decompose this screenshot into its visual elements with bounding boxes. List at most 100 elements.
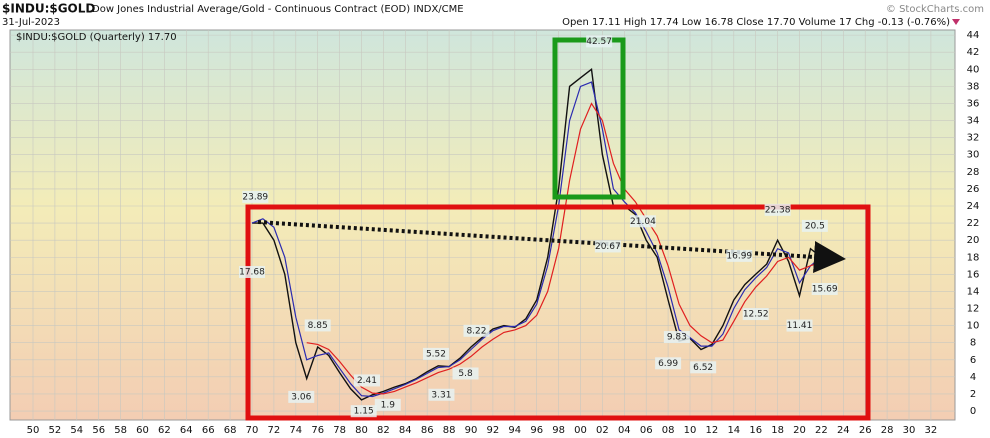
x-tick-label: 96 bbox=[530, 425, 543, 436]
plot-area bbox=[9, 29, 956, 421]
x-tick-label: 50 bbox=[27, 425, 40, 436]
annotation: 9.83 bbox=[667, 333, 687, 343]
y-tick-label: 10 bbox=[967, 321, 980, 332]
x-tick-label: 60 bbox=[136, 425, 149, 436]
x-tick-label: 58 bbox=[114, 425, 127, 436]
x-tick-label: 10 bbox=[684, 425, 697, 436]
annotation: 8.85 bbox=[308, 321, 328, 331]
y-tick-label: 16 bbox=[967, 269, 980, 280]
x-tick-label: 66 bbox=[202, 425, 215, 436]
annotation: 15.69 bbox=[812, 284, 838, 294]
y-tick-label: 12 bbox=[967, 304, 980, 315]
description: Dow Jones Industrial Average/Gold - Cont… bbox=[92, 4, 464, 15]
y-tick-label: 28 bbox=[967, 167, 980, 178]
x-tick-label: 64 bbox=[180, 425, 193, 436]
annotation-bg bbox=[663, 331, 690, 344]
x-tick-label: 28 bbox=[881, 425, 894, 436]
x-tick-label: 32 bbox=[925, 425, 938, 436]
price-line bbox=[306, 102, 838, 395]
annotation-bg bbox=[786, 319, 813, 332]
x-tick-label: 12 bbox=[706, 425, 719, 436]
annotation: 6.52 bbox=[693, 363, 713, 373]
legend: $INDU:$GOLD (Quarterly) 17.70 bbox=[16, 32, 177, 43]
annotation: 17.68 bbox=[239, 267, 265, 277]
annotation-bg bbox=[428, 388, 455, 401]
y-tick-label: 36 bbox=[967, 98, 980, 109]
x-tick-label: 22 bbox=[815, 425, 828, 436]
x-tick-label: 24 bbox=[837, 425, 850, 436]
x-tick-label: 84 bbox=[399, 425, 412, 436]
x-tick-label: 94 bbox=[508, 425, 521, 436]
annotation: 5.52 bbox=[426, 349, 446, 359]
x-tick-label: 18 bbox=[771, 425, 784, 436]
x-tick-label: 06 bbox=[640, 425, 653, 436]
y-tick-label: 8 bbox=[970, 338, 976, 349]
x-tick-label: 30 bbox=[903, 425, 916, 436]
annotation-bg bbox=[690, 361, 717, 374]
y-tick-label: 30 bbox=[967, 150, 980, 161]
annotation: 11.41 bbox=[787, 321, 813, 331]
x-tick-label: 82 bbox=[377, 425, 390, 436]
annotation-bg bbox=[242, 190, 269, 203]
x-tick-label: 90 bbox=[465, 425, 478, 436]
annotation-bg bbox=[350, 405, 377, 418]
y-tick-label: 38 bbox=[967, 81, 980, 92]
y-tick-label: 32 bbox=[967, 133, 980, 144]
annotation: 16.99 bbox=[726, 251, 752, 261]
y-tick-label: 6 bbox=[970, 355, 976, 366]
annotation: 1.9 bbox=[381, 400, 396, 410]
x-tick-label: 74 bbox=[289, 425, 302, 436]
y-tick-label: 22 bbox=[967, 218, 980, 229]
annotation-bg bbox=[586, 35, 613, 48]
price-line bbox=[252, 67, 839, 401]
y-tick-label: 0 bbox=[970, 406, 976, 417]
annotation: 6.99 bbox=[658, 359, 678, 369]
annotation-bg bbox=[353, 374, 380, 387]
annotation: 23.89 bbox=[242, 192, 268, 202]
x-tick-label: 76 bbox=[311, 425, 324, 436]
annotation-bg bbox=[422, 347, 449, 360]
y-tick-label: 34 bbox=[967, 116, 980, 127]
x-tick-label: 62 bbox=[158, 425, 171, 436]
x-tick-label: 56 bbox=[92, 425, 105, 436]
x-tick-label: 16 bbox=[749, 425, 762, 436]
y-tick-label: 14 bbox=[967, 286, 980, 297]
annotation: 3.06 bbox=[291, 392, 311, 402]
x-tick-label: 86 bbox=[421, 425, 434, 436]
x-tick-label: 98 bbox=[552, 425, 565, 436]
x-tick-label: 08 bbox=[662, 425, 675, 436]
annotation-bg bbox=[764, 203, 791, 216]
annotation-bg bbox=[452, 367, 479, 380]
y-tick-label: 20 bbox=[967, 235, 980, 246]
annotation-bg bbox=[742, 308, 769, 321]
x-tick-label: 20 bbox=[793, 425, 806, 436]
x-tick-label: 88 bbox=[443, 425, 456, 436]
annotation: 2.41 bbox=[357, 376, 377, 386]
annotation: 8.22 bbox=[466, 326, 486, 336]
annotation: 42.57 bbox=[586, 37, 612, 47]
y-tick-label: 2 bbox=[970, 389, 976, 400]
x-tick-label: 02 bbox=[596, 425, 609, 436]
x-tick-label: 68 bbox=[224, 425, 237, 436]
annotation-bg bbox=[594, 240, 621, 253]
y-tick-label: 24 bbox=[967, 201, 980, 212]
annotation-bg bbox=[655, 357, 682, 370]
x-tick-label: 92 bbox=[487, 425, 500, 436]
x-tick-label: 14 bbox=[727, 425, 740, 436]
annotation: 20.5 bbox=[805, 221, 825, 231]
y-tick-label: 44 bbox=[967, 30, 980, 41]
x-tick-label: 52 bbox=[49, 425, 62, 436]
x-tick-label: 78 bbox=[333, 425, 346, 436]
x-tick-label: 04 bbox=[618, 425, 631, 436]
annotation: 21.04 bbox=[630, 217, 656, 227]
down-arrow bbox=[952, 19, 960, 25]
annotation-bg bbox=[629, 215, 656, 228]
annotation: 5.8 bbox=[458, 369, 473, 379]
date: 31-Jul-2023 bbox=[2, 17, 60, 28]
quote: Open 17.11 High 17.74 Low 16.78 Close 17… bbox=[562, 17, 950, 28]
y-tick-label: 26 bbox=[967, 184, 980, 195]
annotation-bg bbox=[238, 265, 265, 278]
copyright: © StockCharts.com bbox=[886, 4, 984, 15]
annotation-bg bbox=[811, 282, 838, 295]
annotation: 3.31 bbox=[431, 390, 451, 400]
